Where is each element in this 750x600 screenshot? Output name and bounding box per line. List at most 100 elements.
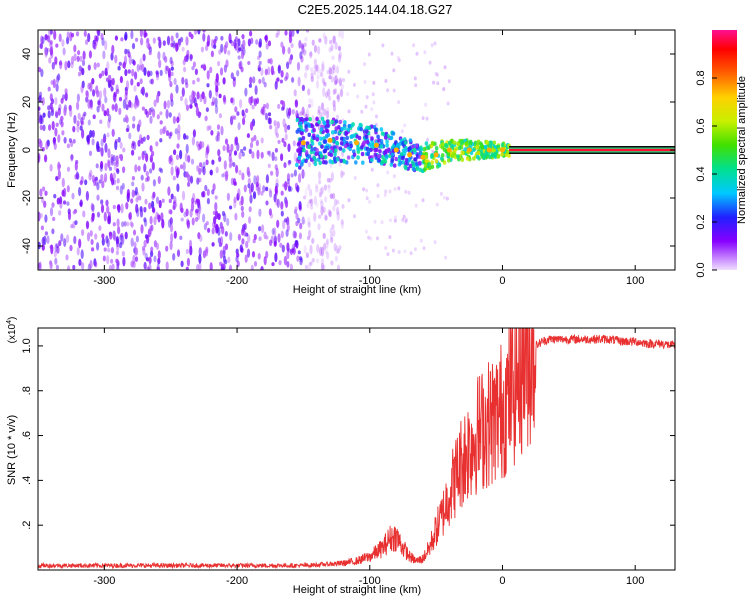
noise-speck [289,248,294,255]
y-tick-label: .4 [21,476,33,485]
noise-speck [284,123,288,134]
noise-speck [156,266,160,270]
noise-speck [131,68,135,77]
noise-speck [131,58,135,65]
noise-speck [208,125,212,131]
noise-speck [412,43,416,48]
noise-speck [54,97,58,106]
noise-speck [292,249,296,254]
noise-speck [258,236,262,242]
noise-speck [370,167,374,172]
ridge-speck [430,140,435,146]
noise-speck [322,206,326,213]
noise-speck [124,231,128,240]
noise-speck [224,173,228,182]
noise-speck [199,162,203,168]
ridge-speck [300,162,304,167]
noise-speck [173,149,177,156]
noise-speck [232,76,236,82]
noise-speck [253,233,257,241]
noise-speck [267,163,271,168]
ridge-speck [329,152,334,158]
noise-speck [161,198,165,204]
noise-speck [299,257,304,263]
noise-speck [38,153,41,163]
noise-speck [128,132,132,140]
y-tick-label: 20 [21,96,33,108]
noise-speck [72,125,76,133]
noise-speck [140,87,144,94]
noise-speck [155,211,159,220]
noise-speck [300,55,304,63]
noise-speck [105,77,110,83]
noise-speck [137,139,141,147]
noise-speck [172,175,176,181]
noise-speck [217,148,221,157]
noise-speck [98,98,102,109]
noise-speck [77,50,81,56]
noise-speck [328,67,332,77]
noise-speck [326,69,330,75]
noise-speck [133,241,137,248]
noise-speck [236,252,240,258]
noise-speck [196,165,200,172]
noise-speck [214,201,218,212]
ridge-speck [370,157,374,163]
noise-speck [89,129,93,138]
noise-speck [96,182,100,191]
noise-speck [82,50,86,61]
noise-speck [54,110,59,118]
ridge-speck [382,158,386,163]
noise-speck [241,109,245,117]
noise-speck [185,135,189,140]
noise-speck [243,113,247,119]
ridge-point [327,137,333,143]
ridge-point [466,147,472,153]
noise-speck [145,92,149,98]
noise-speck [325,91,329,99]
ridge-speck [434,146,439,151]
noise-speck [402,214,406,219]
noise-speck [250,182,254,193]
noise-speck [219,67,224,76]
ridge-speck [492,148,497,153]
ridge-speck [422,147,427,152]
noise-speck [73,114,77,124]
noise-speck [135,37,139,42]
noise-speck [109,172,113,182]
noise-speck [365,188,369,193]
noise-speck [188,95,193,102]
noise-speck [200,166,204,173]
noise-speck [320,258,325,265]
ridge-speck [325,119,330,124]
noise-speck [324,213,328,222]
ridge-speck [479,141,483,146]
noise-speck [103,87,107,98]
noise-speck [47,86,51,92]
noise-speck [101,103,105,112]
noise-speck [95,35,99,42]
ridge-speck [338,146,343,151]
noise-speck [245,108,249,114]
noise-speck [189,54,193,60]
colorbar-label: Normalized spectral amplitude [736,76,748,224]
noise-speck [197,30,201,35]
noise-speck [170,99,174,107]
noise-speck [338,77,342,87]
ridge-speck [434,159,439,164]
noise-speck [38,261,42,270]
noise-speck [307,88,311,96]
noise-speck [246,166,250,176]
noise-speck [251,104,255,110]
noise-speck [215,135,219,142]
y-tick-label: 0 [21,147,33,153]
noise-speck [53,250,57,258]
noise-speck [133,103,137,108]
ridge-speck [359,123,363,128]
noise-speck [168,73,172,83]
noise-speck [365,229,368,234]
noise-speck [42,112,46,118]
noise-speck [386,252,390,257]
noise-speck [250,121,254,131]
noise-speck [258,50,262,58]
